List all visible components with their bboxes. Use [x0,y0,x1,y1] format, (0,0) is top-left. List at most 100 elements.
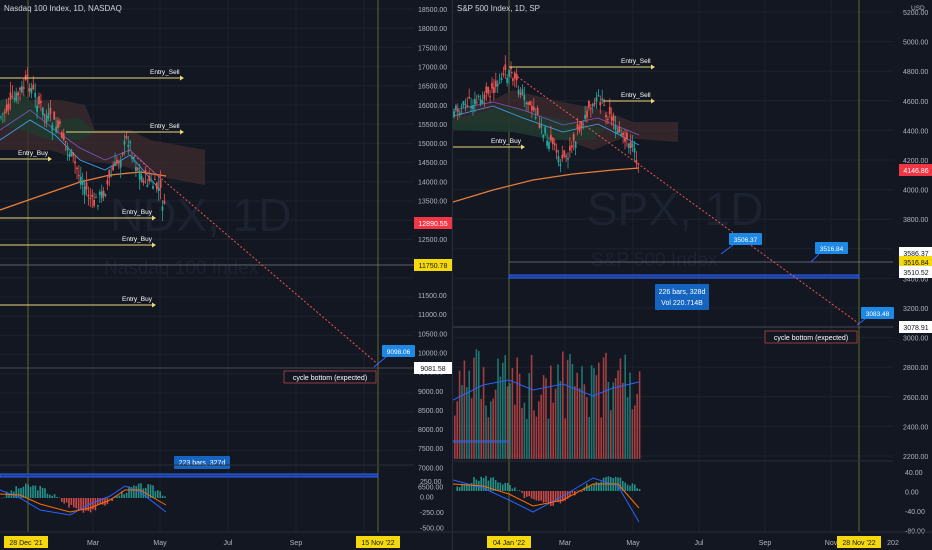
macd-histogram-bar [494,480,497,491]
spx-time-axis-label: Sep [759,540,772,547]
spx-candle [586,110,588,118]
ndx-candle [85,182,88,190]
ndx-candle [119,159,122,168]
ema-line [0,171,167,211]
macd-histogram-bar [470,482,473,491]
spx-target-tag-bg [899,321,932,333]
volume-bar [605,352,607,459]
spx-level-tag-2-bg [899,256,932,268]
entry-buy-2-label: Entry_Buy [122,209,153,216]
ndx-date-end-tag-bg [356,536,400,548]
macd-histogram-bar [538,491,540,501]
macd-histogram-bar [509,484,511,491]
ndx-candle [81,181,84,185]
ndx-candle [157,188,160,191]
ndx-chart-canvas[interactable]: Entry_Sell Entry_Sell Entry_Buy Entry_Buy En… [0,0,452,550]
spx-callout-c: 3083.48 [866,311,890,318]
macd-histogram-bar [550,491,552,507]
volume-bar [475,349,478,459]
macd-histogram-bar [149,484,152,498]
macd-histogram-bar [526,491,528,497]
macd-histogram-bar [518,490,521,491]
ndx-candle [83,186,86,195]
volume-bar [490,401,492,459]
ndx-candle [0,116,2,118]
ndx-candle [13,98,16,100]
spx-price-axis-label: 3000.00 [903,336,928,343]
spx-range-label-volume: Vol 220.714B [661,300,703,307]
ndx-price-axis-label: 18500.00 [418,7,447,14]
volume-bar [629,372,631,459]
macd-histogram-bar [22,486,25,498]
ndx-candle [53,111,56,120]
volume-bar [468,370,470,459]
volume-bar [492,398,494,459]
ndx-candle [5,104,8,112]
macd-histogram-bar [629,485,631,491]
spx-price-axis-label: 4600.00 [903,99,928,106]
volume-bar [578,388,581,459]
spx-candle [455,105,457,110]
ndx-price-axis-label: 10500.00 [418,331,447,338]
volume-range-marker [453,440,509,443]
ndx-chart-pane[interactable]: NDX, 1D Nasdaq 100 Index Entry_Sell Entry… [0,0,452,550]
spx-candle [502,73,505,76]
ndx-candle [121,152,124,155]
spx-candle [494,80,497,87]
ndx-candle [30,87,33,94]
spx-time-axis-label: Nov [825,540,838,547]
macd-histogram-bar [480,476,482,491]
spx-candle [551,137,554,145]
volume-bar [538,401,540,459]
spx-candle [616,130,619,134]
ndx-target-callout-bg [382,345,415,357]
volume-bar [461,385,463,459]
volume-bar [494,389,497,459]
volume-ma-line [453,379,640,401]
spx-chart-pane[interactable]: SPX, 1D S&P 500 Index Entry_Sell Entry_Se… [452,0,932,550]
entry-sell-1-arrow [180,75,184,81]
spx-price-axis-label: 3400.00 [903,276,928,283]
volume-bar [478,351,480,459]
spx-candle [614,124,617,130]
spx-level-tag-2: 3516.84 [903,260,928,267]
macd-histogram-bar [44,488,46,498]
macd-histogram-bar [133,485,135,498]
macd-histogram-bar [458,487,461,491]
macd-histogram-bar [15,486,17,498]
ndx-candle [40,101,42,104]
spx-candle [466,105,469,108]
ndx-price-axis-label: 16500.00 [418,84,447,91]
ndx-level-tag: 11750.78 [419,263,448,270]
volume-bar [497,358,499,459]
ndx-candle [142,180,145,184]
macd-histogram-bar [504,482,506,491]
macd-histogram-bar [73,498,75,508]
ndx-current-price-tag-bg [414,217,452,229]
volume-bar [523,402,526,459]
volume-bar [574,386,576,459]
spx-candle [576,124,579,129]
volume-bar [487,417,490,459]
ndx-candle [9,92,12,100]
spx-current-price-tag-bg [899,164,932,176]
spx-candle [531,105,533,111]
spx-chart-canvas[interactable]: Entry_Sell Entry_Sell Entry_Buy 226 bars, 3… [453,0,932,550]
ndx-price-axis-label: 8500.00 [418,408,443,415]
ndx-time-axis-label: Jul [224,540,233,547]
spx-time-axis-label: May [626,540,640,547]
ma-line-purple [453,101,640,136]
volume-bar [583,384,586,459]
ndx-candle [138,172,141,180]
spx-candle [633,147,636,153]
spx-range-bar [508,274,860,279]
macd-histogram-bar [622,480,624,491]
ndx-candle [91,194,94,197]
volume-bar [458,370,461,459]
macd-histogram-bar [101,498,104,505]
spx-level-tag-3-bg [899,266,932,278]
ndx-candle [161,206,164,211]
volume-bar [612,382,614,459]
spx-candle [475,101,478,103]
spx-candle [477,96,480,98]
